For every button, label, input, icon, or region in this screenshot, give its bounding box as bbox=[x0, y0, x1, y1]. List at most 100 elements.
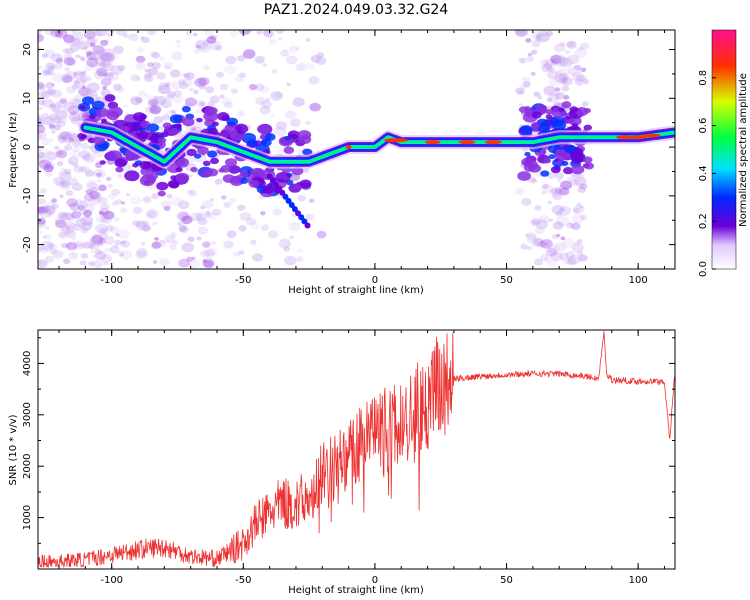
spectrogram-speckle bbox=[44, 233, 52, 240]
spectrogram-speckle bbox=[38, 118, 43, 126]
spectrogram-speckle bbox=[85, 50, 93, 56]
spectrogram-speckle bbox=[38, 133, 43, 140]
spectrogram-speckle bbox=[38, 159, 46, 167]
spectrogram-blob bbox=[139, 113, 148, 120]
spectrogram-speckle bbox=[80, 76, 88, 83]
spectrogram-blob bbox=[548, 154, 556, 160]
spectrogram-speckle bbox=[57, 135, 63, 140]
spectrogram-y-tick-label: 20 bbox=[22, 43, 33, 56]
spectrogram-speckle bbox=[526, 234, 538, 244]
spectrogram-speckle bbox=[71, 236, 77, 241]
spectrogram-speckle bbox=[109, 52, 120, 61]
spectrogram-speckle bbox=[47, 213, 53, 218]
spectrogram-speckle bbox=[179, 225, 189, 234]
spectrogram-speckle bbox=[567, 254, 581, 265]
spectrogram-speckle bbox=[150, 242, 159, 250]
spectrogram-speckle bbox=[280, 49, 290, 57]
spectrogram-speckle bbox=[256, 30, 262, 35]
spectrogram-blob bbox=[551, 119, 567, 131]
spectrogram-speckle bbox=[135, 62, 146, 71]
spectrogram-speckle bbox=[571, 243, 584, 253]
spectrogram-speckle bbox=[214, 178, 223, 185]
spectrogram-speckle bbox=[110, 65, 123, 75]
spectrogram-speckle bbox=[120, 201, 126, 205]
spectrogram-speckle bbox=[531, 220, 537, 224]
spectrogram-peak bbox=[615, 135, 634, 140]
spectrogram-speckle bbox=[551, 204, 564, 215]
spectrogram-speckle bbox=[531, 39, 541, 48]
spectrogram-speckle bbox=[38, 155, 46, 164]
spectrogram-speckle bbox=[530, 49, 538, 55]
spectrogram-speckle bbox=[82, 153, 92, 161]
spectrogram-speckle bbox=[524, 233, 530, 237]
spectrogram-speckle bbox=[38, 114, 44, 123]
spectrogram-peak bbox=[642, 133, 661, 138]
spectrogram-speckle bbox=[521, 197, 532, 206]
spectrogram-blob bbox=[517, 171, 531, 181]
spectrogram-speckle bbox=[208, 40, 222, 51]
spectrogram-blob bbox=[114, 158, 127, 168]
spectrogram-speckle bbox=[38, 90, 48, 98]
spectrogram-speckle bbox=[554, 186, 566, 194]
spectrogram-blob bbox=[207, 150, 218, 158]
spectrogram-blob bbox=[156, 181, 169, 191]
spectrogram-speckle bbox=[188, 190, 196, 196]
spectrogram-speckle bbox=[59, 179, 70, 188]
spectrogram-speckle bbox=[197, 217, 208, 226]
spectrogram-speckle bbox=[557, 205, 571, 216]
spectrogram-speckle bbox=[559, 207, 566, 212]
spectrogram-tail bbox=[295, 210, 302, 217]
spectrogram-speckle bbox=[75, 199, 83, 205]
spectrogram-speckle bbox=[151, 106, 160, 114]
spectrogram-speckle bbox=[67, 177, 79, 186]
spectrogram-speckle bbox=[95, 162, 103, 169]
spectrogram-speckle bbox=[82, 203, 95, 213]
spectrogram-speckle bbox=[142, 224, 152, 232]
spectrogram-speckle bbox=[54, 102, 63, 110]
spectrogram-speckle bbox=[188, 189, 194, 194]
spectrogram-speckle bbox=[573, 176, 587, 187]
spectrogram-speckle bbox=[99, 59, 111, 69]
spectrogram-speckle bbox=[55, 219, 67, 229]
spectrogram-speckle bbox=[530, 218, 541, 226]
spectrogram-speckle bbox=[555, 211, 563, 217]
spectrogram-speckle bbox=[166, 194, 173, 199]
spectrogram-speckle bbox=[260, 86, 270, 94]
spectrogram-speckle bbox=[117, 229, 131, 240]
spectrogram-blob bbox=[104, 94, 116, 102]
spectrogram-blob bbox=[176, 123, 182, 128]
spectrogram-speckle bbox=[238, 30, 252, 35]
spectrogram-tail bbox=[282, 193, 289, 200]
spectrogram-speckle bbox=[533, 91, 540, 97]
spectrogram-speckle bbox=[96, 197, 104, 203]
spectrogram-y-tick-label: -10 bbox=[22, 188, 33, 204]
spectrogram-speckle bbox=[268, 38, 277, 45]
spectrogram-blob bbox=[540, 170, 550, 177]
spectrogram-speckle bbox=[164, 64, 171, 70]
spectrogram-speckle bbox=[135, 97, 143, 103]
spectrogram-speckle bbox=[194, 39, 208, 50]
spectrogram-speckle bbox=[242, 49, 256, 59]
spectrogram-speckle bbox=[57, 170, 64, 175]
spectrogram-speckle bbox=[305, 120, 311, 126]
spectrogram-speckle bbox=[206, 248, 218, 257]
colorbar-label: Normalized spectral amplitude bbox=[738, 73, 749, 227]
spectrogram-speckle bbox=[152, 221, 158, 226]
spectrogram-speckle bbox=[553, 43, 566, 53]
spectrogram-speckle bbox=[158, 84, 171, 95]
spectrogram-speckle bbox=[184, 72, 195, 80]
spectrogram-speckle bbox=[563, 95, 570, 100]
spectrogram-speckle bbox=[115, 86, 125, 94]
spectrogram-blob bbox=[583, 124, 592, 131]
spectrogram-speckle bbox=[94, 68, 99, 72]
spectrogram-speckle bbox=[50, 198, 58, 204]
spectrogram-speckle bbox=[94, 248, 103, 255]
spectrogram-speckle bbox=[167, 90, 177, 98]
spectrogram-speckle bbox=[178, 258, 190, 268]
colorbar-tick-label: 0.8 bbox=[698, 70, 709, 86]
spectrogram-speckle bbox=[50, 30, 63, 38]
spectrogram-speckle bbox=[59, 181, 72, 191]
spectrogram-speckle bbox=[559, 77, 568, 85]
spectrogram-speckle bbox=[574, 48, 588, 59]
